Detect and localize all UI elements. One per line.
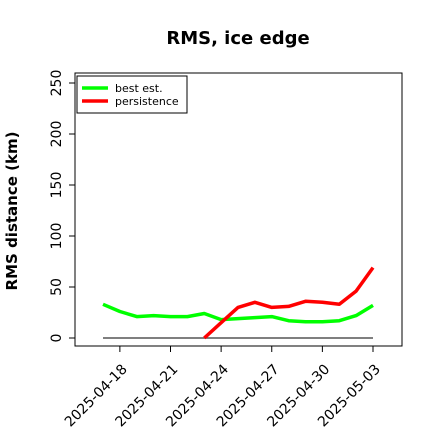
y-tick-label: 150 xyxy=(49,172,65,199)
y-axis-label: RMS distance (km) xyxy=(3,132,21,291)
y-tick-label: 50 xyxy=(49,278,65,296)
chart-title: RMS, ice edge xyxy=(166,28,309,49)
legend-label: best est. xyxy=(115,82,163,95)
legend-label: persistence xyxy=(115,95,179,108)
y-tick-label: 250 xyxy=(49,70,65,97)
legend-box xyxy=(76,75,188,114)
legend: best est.persistence xyxy=(76,75,188,114)
series-line-persistence xyxy=(203,266,375,340)
y-axis: 0 50 100 150 200 250 xyxy=(49,70,75,343)
y-tick-label: 200 xyxy=(49,121,65,148)
plot-frame xyxy=(74,72,403,347)
x-axis: 2025-04-182025-04-212025-04-242025-04-27… xyxy=(62,346,384,430)
series-lines xyxy=(102,266,375,340)
y-tick-label: 100 xyxy=(49,223,65,250)
y-tick-label: 0 xyxy=(49,334,65,343)
series-line-best-est xyxy=(102,302,374,324)
